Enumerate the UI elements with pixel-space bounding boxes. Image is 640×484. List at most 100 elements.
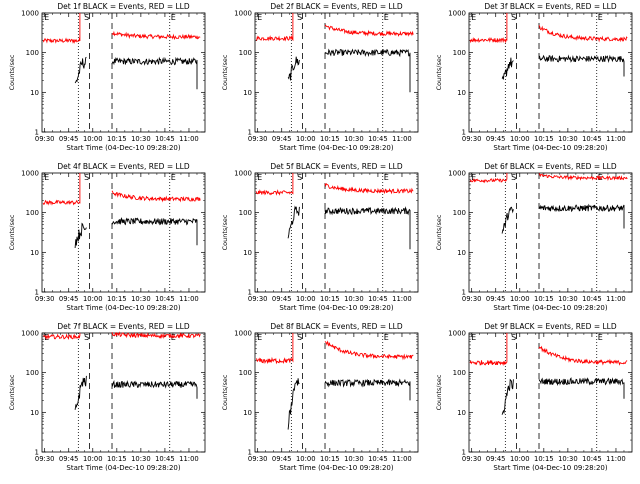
series-events-line xyxy=(501,57,514,80)
x-tick-label: 09:30 xyxy=(248,295,268,303)
series-events-line xyxy=(324,206,411,250)
x-tick-label: 10:45 xyxy=(368,455,388,463)
series-events-line xyxy=(74,375,87,410)
y-tick-label: 1 xyxy=(248,289,252,297)
x-tick-label: 10:00 xyxy=(296,295,316,303)
panel-title: Det 5f BLACK = Events, RED = LLD xyxy=(270,162,403,171)
x-tick-label: 10:15 xyxy=(107,455,127,463)
y-tick-label: 10 xyxy=(243,409,252,417)
panel-title: Det 7f BLACK = Events, RED = LLD xyxy=(57,322,190,331)
series-lld-line xyxy=(43,333,81,341)
series-lld-line xyxy=(469,333,508,367)
series-events-line xyxy=(111,56,198,90)
y-tick-label: 1000 xyxy=(448,10,466,18)
y-tick-label: 1000 xyxy=(234,330,252,338)
y-tick-label: 1 xyxy=(462,289,466,297)
x-axis-label: Start Time (04-Dec-10 09:28:20) xyxy=(279,464,393,472)
time-marker-label: S xyxy=(84,173,89,182)
series-lld-line xyxy=(469,173,508,184)
series-lld-line xyxy=(538,25,628,43)
series-events-line xyxy=(111,380,198,399)
series-lld-line xyxy=(255,173,294,196)
series-events-line xyxy=(287,205,300,239)
series-lld-line xyxy=(111,30,201,41)
detector-panel-1: Det 1f BLACK = Events, RED = LLD 1 10 100 10… xyxy=(0,0,213,160)
detector-panel-6: Det 6f BLACK = Events, RED = LLD 1 10 100 10… xyxy=(427,160,640,320)
x-tick-label: 09:30 xyxy=(35,135,55,143)
x-tick-label: 11:00 xyxy=(392,455,412,463)
y-tick-label: 100 xyxy=(453,369,466,377)
detector-panel-2: Det 2f BLACK = Events, RED = LLD 1 10 100 10… xyxy=(213,0,426,160)
x-axis-label: Start Time (04-Dec-10 09:28:20) xyxy=(66,464,180,472)
y-axis-label: Counts/sec xyxy=(8,214,16,250)
panel-title: Det 4f BLACK = Events, RED = LLD xyxy=(57,162,190,171)
series-events-line xyxy=(287,56,300,81)
x-tick-label: 09:30 xyxy=(248,135,268,143)
x-tick-label: 09:45 xyxy=(272,455,292,463)
x-tick-label: 11:00 xyxy=(606,295,626,303)
y-tick-label: 10 xyxy=(30,89,39,97)
x-tick-label: 10:30 xyxy=(344,455,364,463)
x-tick-label: 09:45 xyxy=(486,295,506,303)
time-marker-label: S xyxy=(511,333,516,342)
time-marker-label: E xyxy=(171,173,176,182)
y-tick-label: 100 xyxy=(239,369,252,377)
x-tick-label: 11:00 xyxy=(179,135,199,143)
detector-panel-8: Det 8f BLACK = Events, RED = LLD 1 10 100 10… xyxy=(213,320,426,480)
x-tick-label: 10:45 xyxy=(582,295,602,303)
x-tick-label: 10:00 xyxy=(510,455,530,463)
x-tick-label: 09:45 xyxy=(486,455,506,463)
y-tick-label: 1 xyxy=(35,449,39,457)
x-axis-label: Start Time (04-Dec-10 09:28:20) xyxy=(493,144,607,152)
y-axis-label: Counts/sec xyxy=(221,54,229,90)
x-tick-label: 10:00 xyxy=(510,295,530,303)
time-marker-label: E xyxy=(257,173,262,182)
series-lld-line xyxy=(324,340,414,361)
y-tick-label: 100 xyxy=(453,209,466,217)
series-events-line xyxy=(324,48,411,93)
series-events-line xyxy=(74,222,87,249)
x-tick-label: 11:00 xyxy=(392,135,412,143)
y-axis-label: Counts/sec xyxy=(435,374,443,410)
y-tick-label: 100 xyxy=(239,49,252,57)
series-events-line xyxy=(501,378,514,415)
panel-plot: Det 1f BLACK = Events, RED = LLD 1 10 100 10… xyxy=(8,2,206,152)
x-tick-label: 10:15 xyxy=(320,295,340,303)
time-marker-label: S xyxy=(297,333,302,342)
y-tick-label: 100 xyxy=(239,209,252,217)
y-tick-label: 100 xyxy=(453,49,466,57)
x-tick-label: 10:30 xyxy=(131,455,151,463)
detector-panel-4: Det 4f BLACK = Events, RED = LLD 1 10 100 10… xyxy=(0,160,213,320)
y-axis-label: Counts/sec xyxy=(435,214,443,250)
y-tick-label: 1000 xyxy=(448,170,466,178)
panel-plot: Det 4f BLACK = Events, RED = LLD 1 10 100 10… xyxy=(8,162,206,312)
x-axis-label: Start Time (04-Dec-10 09:28:20) xyxy=(66,304,180,312)
time-marker-label: E xyxy=(44,13,49,22)
panel-plot: Det 5f BLACK = Events, RED = LLD 1 10 100 10… xyxy=(221,162,419,312)
series-lld-line xyxy=(538,345,628,366)
y-tick-label: 10 xyxy=(457,249,466,257)
x-tick-label: 11:00 xyxy=(606,135,626,143)
x-tick-label: 09:45 xyxy=(272,295,292,303)
x-tick-label: 10:15 xyxy=(534,455,554,463)
time-marker-label: E xyxy=(598,333,603,342)
x-tick-label: 09:45 xyxy=(59,455,79,463)
panel-plot: Det 7f BLACK = Events, RED = LLD 1 10 100 10… xyxy=(8,322,206,472)
series-events-line xyxy=(287,378,300,430)
time-marker-label: S xyxy=(84,13,89,22)
detector-panel-9: Det 9f BLACK = Events, RED = LLD 1 10 100 10… xyxy=(427,320,640,480)
x-tick-label: 10:15 xyxy=(320,135,340,143)
time-marker-label: E xyxy=(471,13,476,22)
time-marker-label: E xyxy=(257,333,262,342)
time-marker-label: E xyxy=(471,333,476,342)
x-tick-label: 10:30 xyxy=(131,295,151,303)
x-tick-label: 10:00 xyxy=(296,455,316,463)
time-marker-label: E xyxy=(384,173,389,182)
x-tick-label: 09:45 xyxy=(272,135,292,143)
panel-plot: Det 6f BLACK = Events, RED = LLD 1 10 100 10… xyxy=(435,162,633,312)
detector-panel-5: Det 5f BLACK = Events, RED = LLD 1 10 100 10… xyxy=(213,160,426,320)
time-marker-label: S xyxy=(297,173,302,182)
x-tick-label: 09:30 xyxy=(35,295,55,303)
time-marker-label: E xyxy=(384,333,389,342)
